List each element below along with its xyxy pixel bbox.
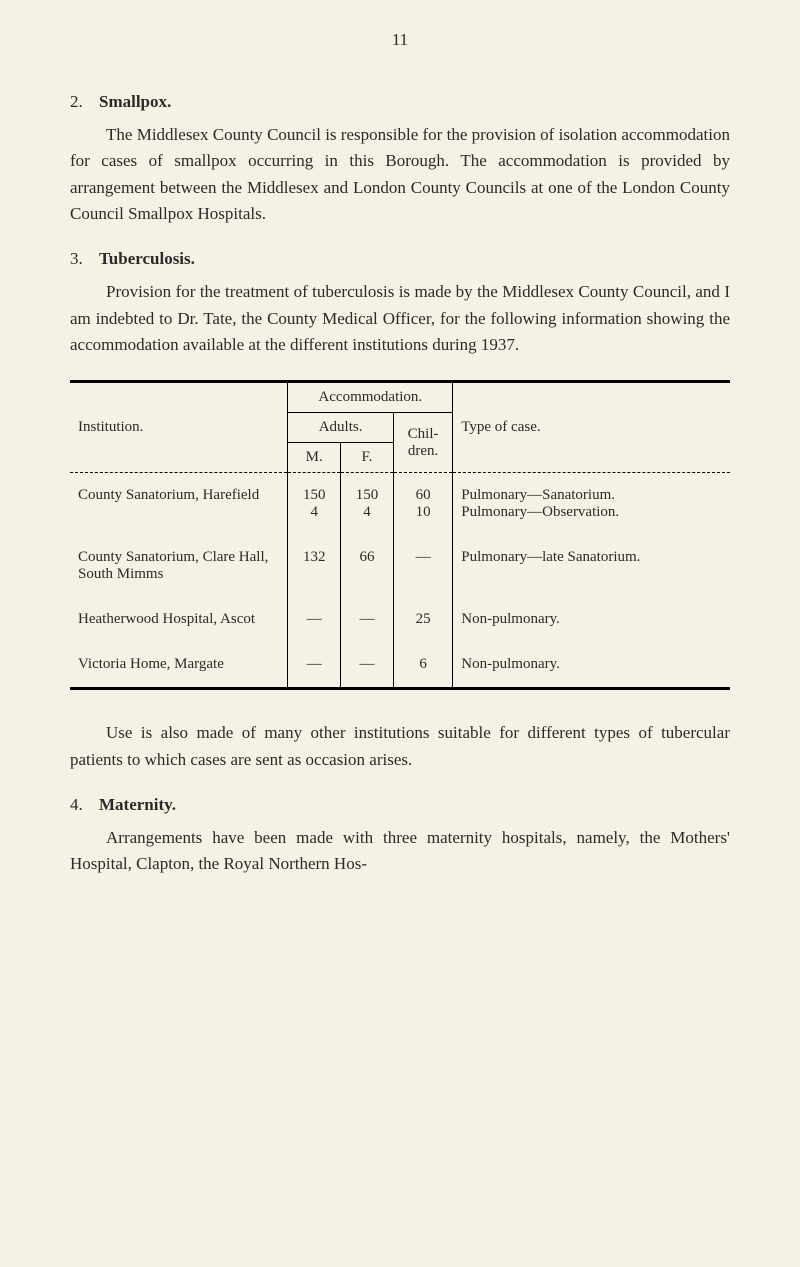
th-accommodation: Accommodation. <box>288 382 453 413</box>
section-4-title: Maternity. <box>99 795 176 814</box>
section-2-num: 2. <box>70 92 83 111</box>
th-m: M. <box>288 443 341 473</box>
section-3-heading: 3. Tuberculosis. <box>70 249 730 269</box>
cell-type: Pulmonary—Sanatorium.Pulmonary—Observati… <box>453 473 730 536</box>
cell-m: — <box>288 597 341 642</box>
th-adults: Adults. <box>288 413 394 443</box>
table-row: County Sanatorium, Clare Hall, South Mim… <box>70 535 730 597</box>
table-row: Heatherwood Hospital, Ascot — — 25 Non-p… <box>70 597 730 642</box>
cell-f: 1504 <box>341 473 394 536</box>
section-2-title: Smallpox. <box>99 92 171 111</box>
cell-c: 25 <box>393 597 452 642</box>
cell-m: — <box>288 642 341 689</box>
cell-c: 6010 <box>393 473 452 536</box>
cell-m: 132 <box>288 535 341 597</box>
th-institution: Institution. <box>70 382 288 473</box>
cell-institution: County Sanatorium, Harefield <box>70 473 288 536</box>
cell-type: Non-pulmonary. <box>453 642 730 689</box>
cell-institution: Victoria Home, Margate <box>70 642 288 689</box>
cell-f: — <box>341 642 394 689</box>
page: 11 2. Smallpox. The Middlesex County Cou… <box>0 0 800 930</box>
cell-f: — <box>341 597 394 642</box>
section-3-para-1: Provision for the treatment of tuberculo… <box>70 279 730 358</box>
cell-type: Pulmonary—late Sana­torium. <box>453 535 730 597</box>
cell-c: — <box>393 535 452 597</box>
after-table-para: Use is also made of many other instituti… <box>70 720 730 773</box>
section-2-para-1: The Middlesex County Council is responsi… <box>70 122 730 227</box>
table-header-row-1: Institution. Accommodation. Type of case… <box>70 382 730 413</box>
cell-institution: Heatherwood Hospital, Ascot <box>70 597 288 642</box>
cell-institution: County Sanatorium, Clare Hall, South Mim… <box>70 535 288 597</box>
table-row: Victoria Home, Margate — — 6 Non-pulmona… <box>70 642 730 689</box>
section-4-num: 4. <box>70 795 83 814</box>
cell-c: 6 <box>393 642 452 689</box>
th-f: F. <box>341 443 394 473</box>
accommodation-table-wrap: Institution. Accommodation. Type of case… <box>70 380 730 690</box>
table-row: County Sanatorium, Harefield 1504 1504 6… <box>70 473 730 536</box>
page-number: 11 <box>70 30 730 50</box>
section-2-heading: 2. Smallpox. <box>70 92 730 112</box>
section-3-title: Tuberculosis. <box>99 249 195 268</box>
cell-type: Non-pulmonary. <box>453 597 730 642</box>
accommodation-table: Institution. Accommodation. Type of case… <box>70 380 730 690</box>
cell-m: 1504 <box>288 473 341 536</box>
section-4-heading: 4. Maternity. <box>70 795 730 815</box>
cell-f: 66 <box>341 535 394 597</box>
th-type: Type of case. <box>453 382 730 473</box>
th-children: Chil­dren. <box>393 413 452 473</box>
section-4-para-1: Arrangements have been made with three m… <box>70 825 730 878</box>
section-3-num: 3. <box>70 249 83 268</box>
